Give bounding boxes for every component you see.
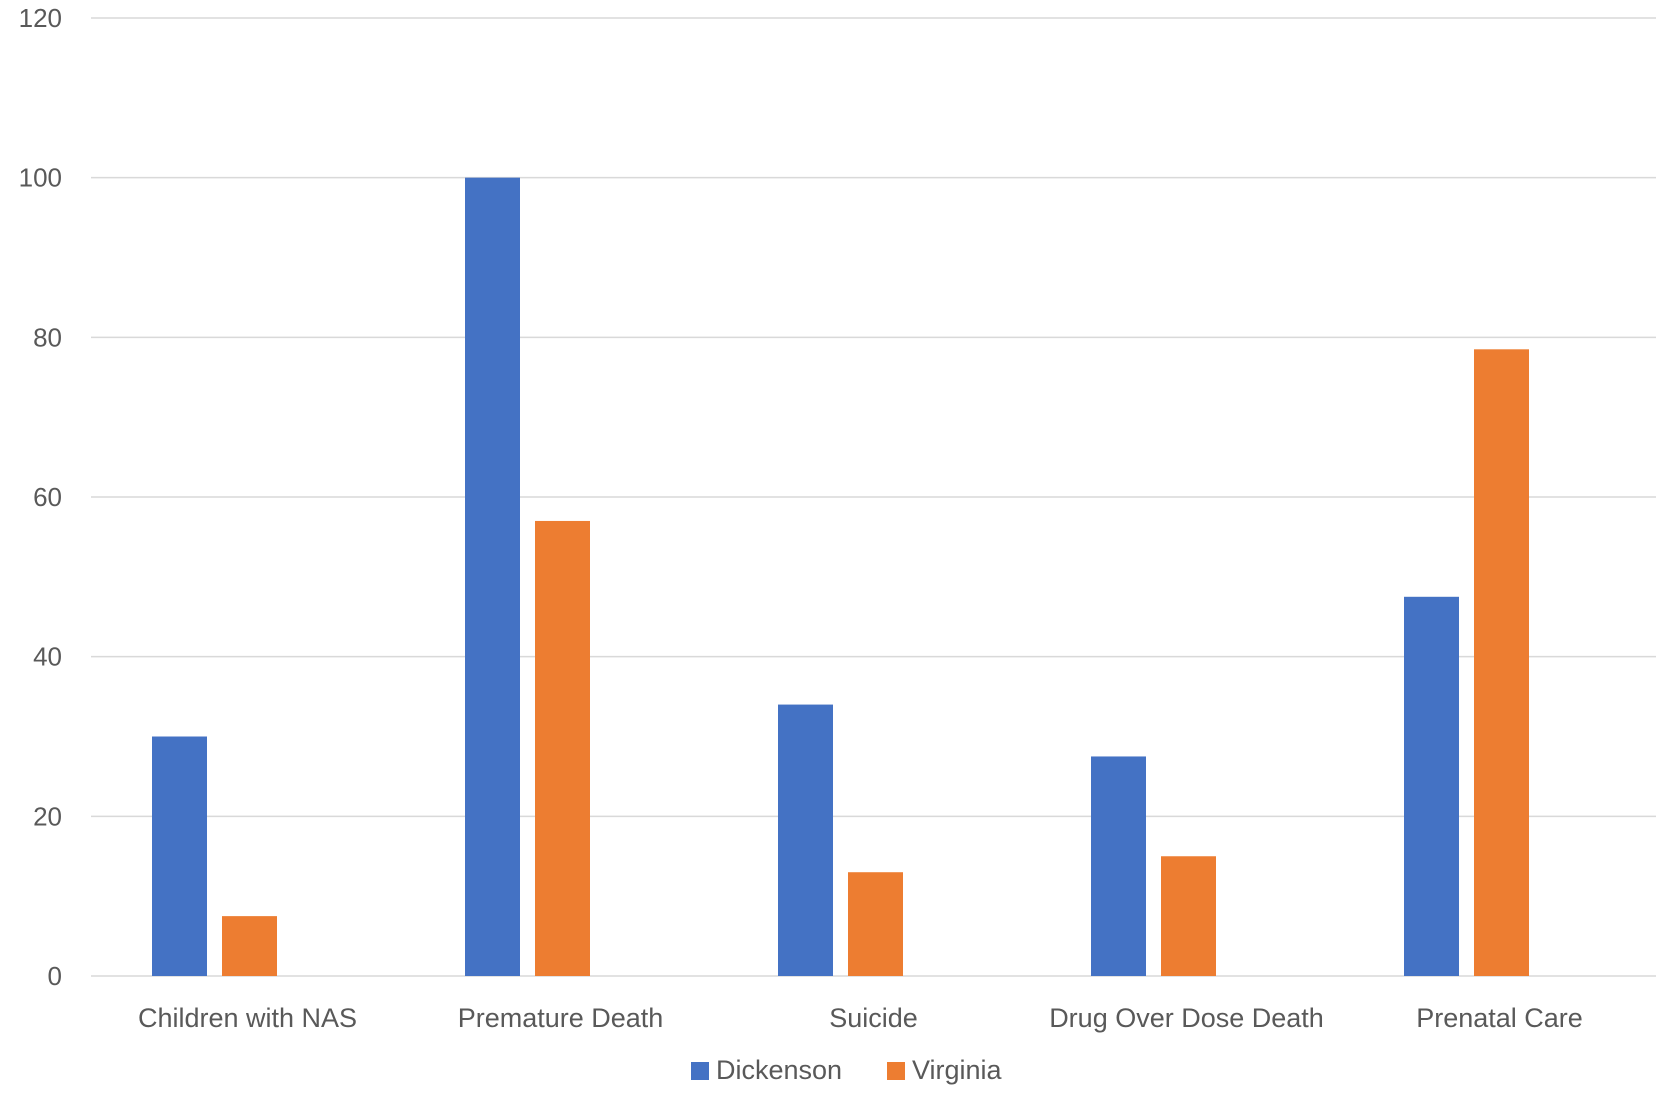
bar-virginia-1 (535, 520, 590, 976)
bars (152, 177, 1529, 976)
x-axis-labels: Children with NAS Premature Death Suicide D… (138, 1003, 1583, 1033)
bar-virginia-3 (1161, 856, 1216, 976)
bar-dickenson-4 (1404, 596, 1459, 976)
y-tick-label: 20 (33, 801, 62, 831)
bar-dickenson-2 (778, 704, 833, 976)
x-tick-label: Drug Over Dose Death (1049, 1003, 1324, 1033)
x-tick-label: Prenatal Care (1416, 1003, 1583, 1033)
y-tick-label: 0 (48, 961, 62, 991)
legend-swatch-dickenson (691, 1062, 709, 1080)
x-tick-label: Suicide (829, 1003, 918, 1033)
bar-virginia-2 (848, 872, 903, 976)
bar-dickenson-3 (1091, 756, 1146, 976)
legend-swatch-virginia (887, 1062, 905, 1080)
gridlines (91, 17, 1656, 977)
y-tick-label: 120 (19, 3, 62, 33)
y-tick-label: 80 (33, 322, 62, 352)
y-tick-label: 100 (19, 163, 62, 193)
y-tick-label: 40 (33, 642, 62, 672)
x-tick-label: Children with NAS (138, 1003, 357, 1033)
legend: Dickenson Virginia (691, 1055, 1003, 1085)
y-tick-label: 60 (33, 482, 62, 512)
bar-dickenson-0 (152, 736, 207, 976)
y-axis-ticks: 0 20 40 60 80 100 120 (19, 3, 62, 991)
bar-virginia-0 (222, 916, 277, 976)
bar-virginia-4 (1474, 349, 1529, 976)
legend-label-virginia: Virginia (912, 1055, 1003, 1085)
legend-label-dickenson: Dickenson (716, 1055, 842, 1085)
bar-dickenson-1 (465, 177, 520, 976)
x-tick-label: Premature Death (458, 1003, 664, 1033)
